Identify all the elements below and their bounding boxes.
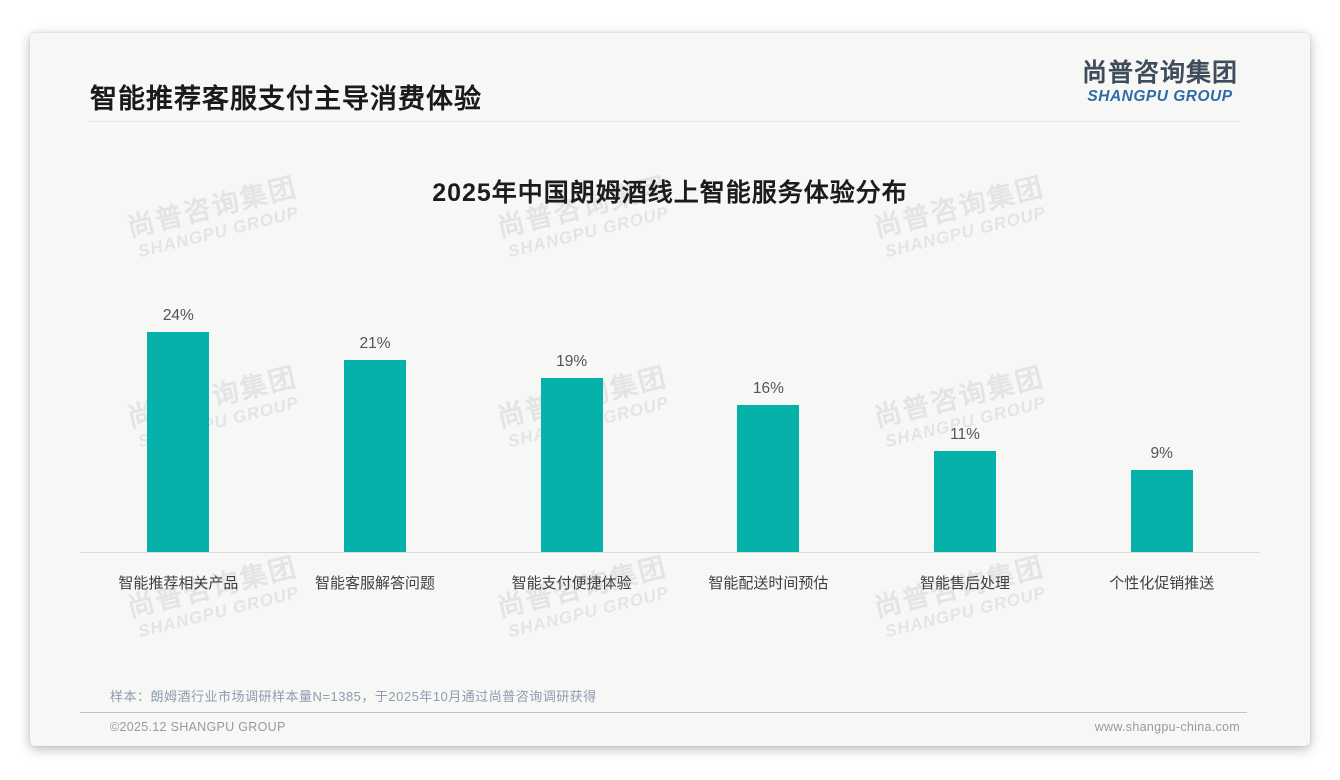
category-label: 智能客服解答问题 — [315, 575, 436, 592]
bar — [934, 451, 997, 552]
bar-column: 24% — [80, 283, 277, 552]
chart-title: 2025年中国朗姆酒线上智能服务体验分布 — [432, 179, 908, 207]
bar — [737, 405, 800, 552]
category-label: 智能推荐相关产品 — [118, 575, 239, 592]
bar-value-label: 16% — [752, 380, 784, 398]
bars-area: 24% 21% 19% 16% 11% 9% — [80, 283, 1260, 552]
bar — [540, 377, 603, 552]
bar — [344, 359, 406, 552]
company-logo: 尚普咨询集团 SHANGPU GROUP — [1082, 59, 1238, 106]
slide-card: 尚普咨询集团 SHANGPU GROUP 尚普咨询集团 SHANGPU GROUP 尚普… — [30, 33, 1310, 746]
category-label: 智能配送时间预估 — [708, 575, 829, 592]
bar-column: 16% — [670, 283, 867, 552]
category-labels-row: 智能推荐相关产品 智能客服解答问题 智能支付便捷体验 智能配送时间预估 智能售后处理 个性… — [80, 553, 1260, 593]
bar-column: 9% — [1063, 283, 1260, 552]
copyright-text: ©2025.12 SHANGPU GROUP — [110, 720, 286, 734]
page-title: 智能推荐客服支付主导消费体验 — [90, 84, 482, 114]
bar — [147, 332, 210, 552]
bar-column: 19% — [473, 283, 670, 552]
website-text: www.shangpu-china.com — [1094, 720, 1240, 734]
bar-column: 11% — [867, 283, 1064, 552]
category-label: 个性化促销推送 — [1109, 575, 1215, 592]
bar-value-label: 21% — [359, 334, 391, 352]
bar-chart: 24% 21% 19% 16% 11% 9% 智能推荐相关产品 智能客服解答问题 智能支付便捷… — [80, 283, 1260, 593]
bar-value-label: 11% — [950, 426, 980, 444]
footer-divider — [80, 712, 1247, 713]
x-axis-line — [80, 552, 1260, 553]
bar-value-label: 24% — [162, 307, 194, 324]
category-label: 智能售后处理 — [920, 575, 1011, 592]
bar — [1130, 469, 1193, 552]
sample-note: 样本：朗姆酒行业市场调研样本量N=1385，于2025年10月通过尚普咨询调研获… — [110, 689, 597, 704]
bar-column: 21% — [277, 283, 474, 552]
bar-value-label: 9% — [1150, 444, 1173, 462]
logo-chinese-name: 尚普咨询集团 — [1081, 59, 1238, 87]
footer-row: ©2025.12 SHANGPU GROUP www.shangpu-china… — [110, 720, 1240, 734]
logo-english-name: SHANGPU GROUP — [1087, 87, 1233, 105]
header-divider — [88, 121, 1240, 122]
category-label: 智能支付便捷体验 — [511, 575, 632, 592]
bar-value-label: 19% — [556, 352, 588, 370]
